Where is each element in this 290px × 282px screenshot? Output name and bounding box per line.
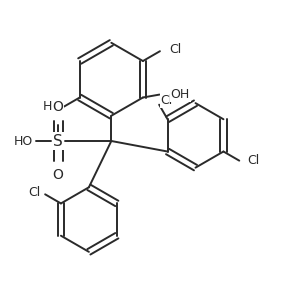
Text: O: O bbox=[52, 168, 64, 182]
Text: OH: OH bbox=[171, 88, 190, 101]
Text: S: S bbox=[53, 133, 63, 149]
Text: HO: HO bbox=[13, 135, 32, 147]
Text: Cl: Cl bbox=[247, 154, 260, 167]
Text: HO: HO bbox=[43, 100, 62, 113]
Text: Cl: Cl bbox=[169, 43, 182, 56]
Text: Cl: Cl bbox=[161, 94, 173, 107]
Text: O: O bbox=[52, 100, 64, 114]
Text: Cl: Cl bbox=[28, 186, 40, 199]
